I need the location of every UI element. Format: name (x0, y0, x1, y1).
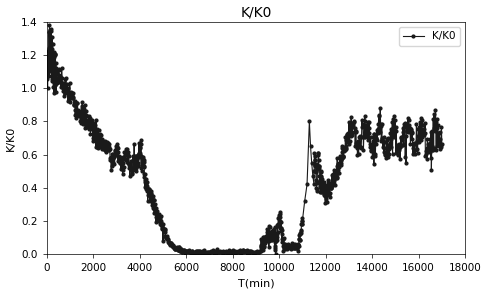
Title: K/K0: K/K0 (240, 6, 272, 20)
K/K0 (314, 186, 319, 190)
K/K0 (221, 249, 226, 253)
K/K0 (273, 252, 279, 255)
K/K0 (360, 122, 366, 126)
K/K0 (44, 49, 50, 53)
Y-axis label: K/K0: K/K0 (5, 125, 16, 151)
X-axis label: T(min): T(min) (238, 278, 274, 288)
K/K0 (313, 169, 319, 173)
Legend: K/K0: K/K0 (399, 27, 460, 46)
K/K0 (51, 74, 57, 77)
K/K0 (439, 142, 445, 146)
K/K0 (47, 24, 53, 27)
Line: K/K0: K/K0 (45, 24, 443, 255)
K/K0 (74, 101, 80, 105)
